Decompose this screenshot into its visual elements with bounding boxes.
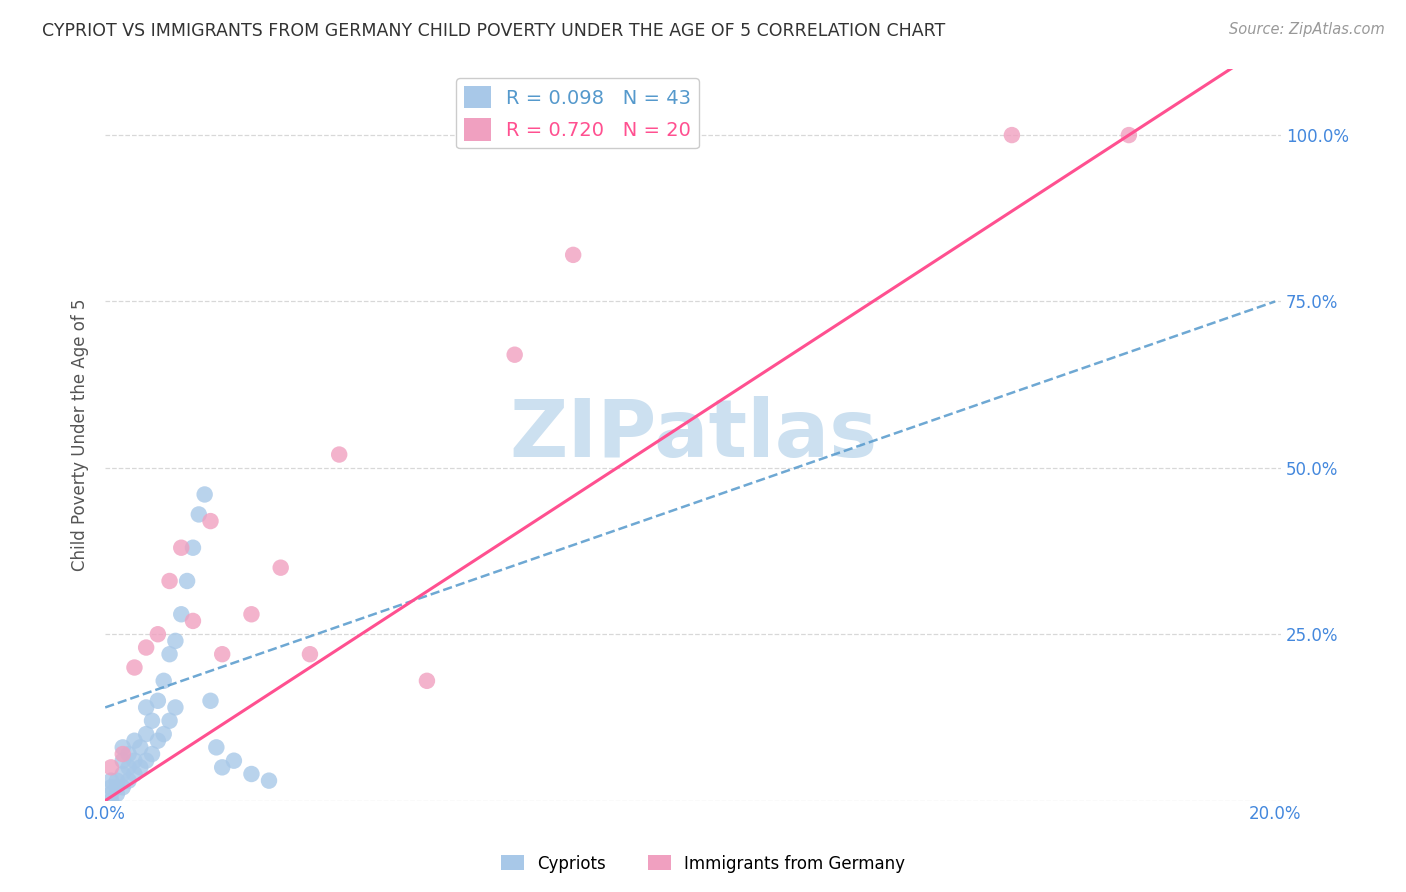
Point <box>124 733 146 747</box>
Point <box>124 754 146 768</box>
Point <box>135 727 157 741</box>
Point <box>129 740 152 755</box>
Point <box>181 541 204 555</box>
Point <box>187 508 209 522</box>
Point <box>100 794 122 808</box>
Legend: Cypriots, Immigrants from Germany: Cypriots, Immigrants from Germany <box>494 848 912 880</box>
Point <box>135 700 157 714</box>
Point <box>181 614 204 628</box>
Point <box>328 448 350 462</box>
Point <box>100 760 122 774</box>
Point <box>124 660 146 674</box>
Point <box>222 754 245 768</box>
Point <box>159 574 181 588</box>
Point <box>200 514 222 528</box>
Point <box>211 760 233 774</box>
Point <box>205 740 228 755</box>
Point <box>562 248 585 262</box>
Legend: R = 0.098   N = 43, R = 0.720   N = 20: R = 0.098 N = 43, R = 0.720 N = 20 <box>456 78 699 148</box>
Text: ZIPatlas: ZIPatlas <box>509 395 877 474</box>
Point <box>129 760 152 774</box>
Point <box>194 487 217 501</box>
Point <box>159 714 181 728</box>
Point <box>679 128 702 142</box>
Point <box>111 740 134 755</box>
Point <box>152 727 174 741</box>
Point <box>105 773 128 788</box>
Point <box>170 541 193 555</box>
Point <box>111 754 134 768</box>
Point <box>111 747 134 761</box>
Point <box>146 694 169 708</box>
Point <box>141 714 163 728</box>
Point <box>270 560 292 574</box>
Point <box>240 767 263 781</box>
Point <box>165 633 187 648</box>
Point <box>200 694 222 708</box>
Point <box>100 780 122 795</box>
Point <box>111 780 134 795</box>
Point <box>124 767 146 781</box>
Point <box>135 754 157 768</box>
Point <box>135 640 157 655</box>
Point <box>211 647 233 661</box>
Point <box>165 700 187 714</box>
Point <box>111 767 134 781</box>
Point <box>100 773 122 788</box>
Point <box>105 787 128 801</box>
Point <box>240 607 263 622</box>
Point <box>257 773 280 788</box>
Point <box>117 760 139 774</box>
Y-axis label: Child Poverty Under the Age of 5: Child Poverty Under the Age of 5 <box>72 298 89 571</box>
Point <box>152 673 174 688</box>
Point <box>416 673 439 688</box>
Point <box>170 607 193 622</box>
Point <box>1001 128 1024 142</box>
Point <box>117 773 139 788</box>
Text: Source: ZipAtlas.com: Source: ZipAtlas.com <box>1229 22 1385 37</box>
Point <box>159 647 181 661</box>
Point <box>503 348 526 362</box>
Point <box>146 627 169 641</box>
Point <box>117 747 139 761</box>
Point <box>141 747 163 761</box>
Point <box>105 780 128 795</box>
Point <box>176 574 198 588</box>
Point <box>298 647 321 661</box>
Point <box>146 733 169 747</box>
Point <box>100 787 122 801</box>
Point <box>1118 128 1140 142</box>
Text: CYPRIOT VS IMMIGRANTS FROM GERMANY CHILD POVERTY UNDER THE AGE OF 5 CORRELATION : CYPRIOT VS IMMIGRANTS FROM GERMANY CHILD… <box>42 22 945 40</box>
